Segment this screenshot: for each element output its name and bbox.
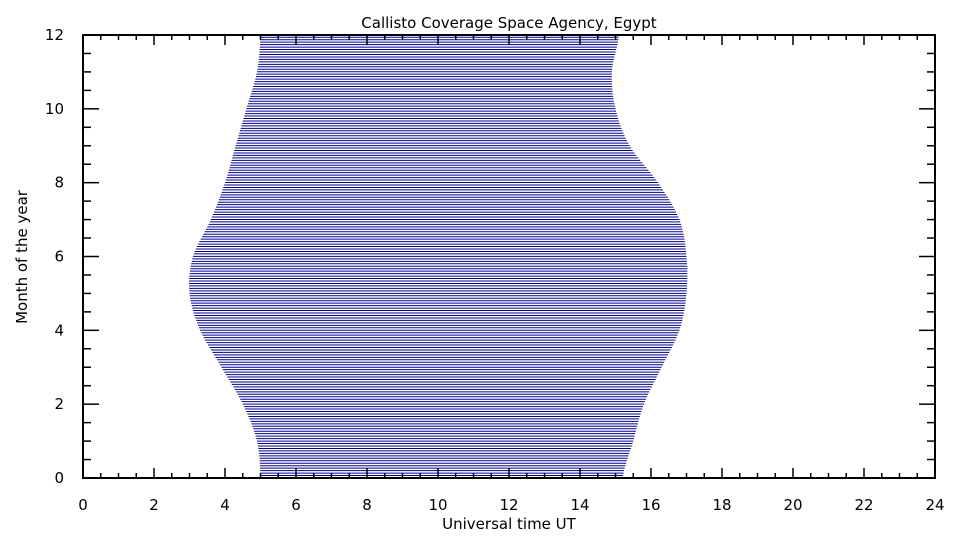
x-tick-label: 18 — [712, 496, 731, 514]
chart-title: Callisto Coverage Space Agency, Egypt — [361, 14, 656, 32]
x-tick-label: 16 — [641, 496, 660, 514]
y-tick-label: 2 — [54, 395, 64, 413]
x-tick-label: 2 — [149, 496, 159, 514]
x-tick-label: 0 — [78, 496, 88, 514]
y-tick-label: 6 — [54, 248, 64, 266]
x-tick-label: 10 — [428, 496, 447, 514]
y-tick-labels: 0 2 4 6 8 10 12 — [45, 26, 64, 487]
y-tick-label: 8 — [54, 174, 64, 192]
y-tick-label: 4 — [54, 321, 64, 339]
y-axis-label: Month of the year — [13, 189, 31, 324]
x-tick-label: 12 — [499, 496, 518, 514]
x-tick-label: 8 — [362, 496, 372, 514]
axis-ticks — [82, 34, 936, 479]
x-tick-label: 20 — [783, 496, 802, 514]
y-tick-label: 12 — [45, 26, 64, 44]
y-tick-label: 0 — [54, 469, 64, 487]
x-tick-label: 14 — [570, 496, 589, 514]
x-tick-label: 4 — [220, 496, 230, 514]
x-axis-label: Universal time UT — [442, 515, 577, 533]
x-tick-label: 6 — [291, 496, 301, 514]
y-tick-label: 10 — [45, 100, 64, 118]
x-tick-labels: 0 2 4 6 8 10 12 14 16 18 20 22 24 — [78, 496, 944, 514]
x-tick-label: 22 — [854, 496, 873, 514]
x-tick-label: 24 — [925, 496, 944, 514]
coverage-area — [189, 36, 688, 479]
